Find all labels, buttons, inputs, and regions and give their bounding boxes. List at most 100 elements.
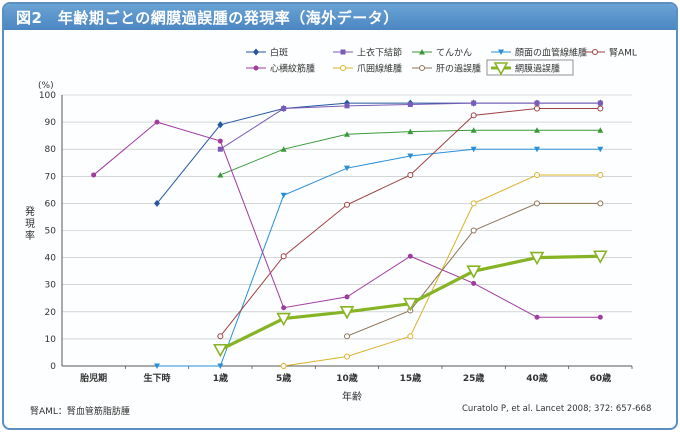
data-point (281, 106, 287, 112)
legend-label: 網膜過誤腫 (515, 63, 560, 75)
legend-swatch-marker (419, 65, 425, 71)
x-axis-title: 年齢 (342, 390, 362, 403)
series-9 (212, 250, 608, 358)
data-point (592, 250, 608, 264)
legend-item: 白斑 (246, 47, 288, 59)
data-point (344, 131, 350, 137)
data-point (154, 363, 160, 369)
footnote: 腎AML：腎血管筋脂肪腫 (30, 407, 130, 417)
legend-item: 心横紋筋腫 (246, 63, 315, 75)
x-tick-label: 25歳 (463, 372, 485, 384)
series-4 (154, 146, 604, 369)
data-point (529, 251, 545, 266)
y-tick-label: 100 (39, 91, 56, 101)
legend-swatch-marker (340, 49, 346, 55)
y-unit-label: (%) (38, 81, 54, 91)
data-point (212, 343, 228, 358)
legend-item: 肝の過誤腫 (412, 63, 481, 75)
data-point (344, 103, 350, 109)
data-point (597, 146, 604, 153)
legend-highlight-box (486, 59, 574, 76)
data-point (281, 305, 287, 311)
y-tick-label: 0 (50, 362, 56, 372)
data-point (470, 200, 477, 207)
legend-item: 上衣下結節 (333, 47, 402, 59)
legend-swatch-marker (253, 48, 259, 56)
legend-item: 顔面の血管線維腫 (491, 47, 587, 59)
data-point (534, 314, 540, 320)
x-tick-label: 10歳 (336, 372, 358, 384)
series-8 (344, 200, 604, 340)
data-point (471, 100, 477, 106)
data-point (470, 112, 477, 119)
data-point (280, 192, 287, 199)
data-point (407, 153, 414, 159)
series-3 (217, 127, 604, 178)
legend-label: 爪囲線維腫 (357, 63, 402, 75)
data-point (470, 146, 477, 153)
data-point (534, 100, 540, 106)
legend-label: 顔面の血管線維腫 (515, 47, 587, 59)
y-tick-label: 80 (45, 145, 57, 155)
y-tick-label: 40 (45, 254, 57, 264)
data-point (597, 200, 604, 207)
legend-swatch-marker (340, 65, 346, 71)
legend-swatch-marker (419, 49, 425, 55)
data-point (217, 171, 224, 178)
y-tick-label: 30 (45, 281, 57, 291)
data-point (402, 297, 418, 312)
series-line (220, 129, 601, 176)
data-point (534, 105, 540, 112)
data-point (217, 146, 223, 152)
data-point (597, 171, 604, 178)
legend-item: てんかん (412, 48, 472, 59)
y-tick-label: 50 (45, 227, 57, 237)
data-point (597, 105, 604, 112)
data-point (534, 200, 540, 207)
data-point (217, 333, 224, 340)
data-point (344, 165, 350, 172)
y-tick-label: 10 (45, 335, 57, 345)
y-tick-label: 20 (45, 308, 57, 318)
data-point (344, 353, 350, 360)
data-point (407, 128, 414, 135)
y-tick-label: 60 (45, 199, 57, 209)
data-point (280, 253, 287, 260)
x-tick-label: 15歳 (400, 372, 422, 384)
legend-swatch-marker (493, 62, 509, 76)
y-tick-label: 90 (45, 118, 57, 128)
data-point (470, 227, 477, 234)
data-point (217, 363, 224, 369)
legend-item: 腎AML (585, 48, 637, 59)
x-tick-label: 40歳 (526, 372, 548, 384)
data-point (470, 127, 477, 133)
data-point (534, 146, 540, 153)
series-1 (154, 99, 604, 207)
legend-swatch-marker (253, 65, 259, 71)
series-line (156, 102, 601, 204)
data-point (466, 265, 482, 279)
data-point (154, 119, 160, 125)
legend-label: 腎AML (609, 48, 637, 59)
data-point (597, 127, 604, 133)
x-tick-label: 1歳 (213, 372, 228, 384)
figure-title: 図2 年齢期ごとの網膜過誤腫の発現率（海外データ） (16, 9, 399, 27)
x-tick-label: 60歳 (590, 372, 612, 384)
data-point (280, 363, 287, 369)
data-point (339, 305, 355, 320)
x-tick-label: 胎児期 (79, 372, 107, 384)
data-point (91, 172, 97, 178)
citation: Curatolo P, et al. Lancet 2008; 372: 657… (462, 404, 652, 414)
legend-swatch-marker (592, 49, 598, 55)
data-point (534, 171, 540, 178)
data-point (217, 138, 223, 144)
data-point (597, 100, 603, 106)
data-point (407, 171, 414, 178)
series-2 (217, 100, 603, 152)
x-tick-label: 5歳 (276, 372, 291, 384)
x-tick-label: 生下時 (143, 372, 170, 384)
data-point (276, 312, 292, 327)
series-5 (217, 105, 604, 340)
legend-label: てんかん (436, 48, 472, 59)
